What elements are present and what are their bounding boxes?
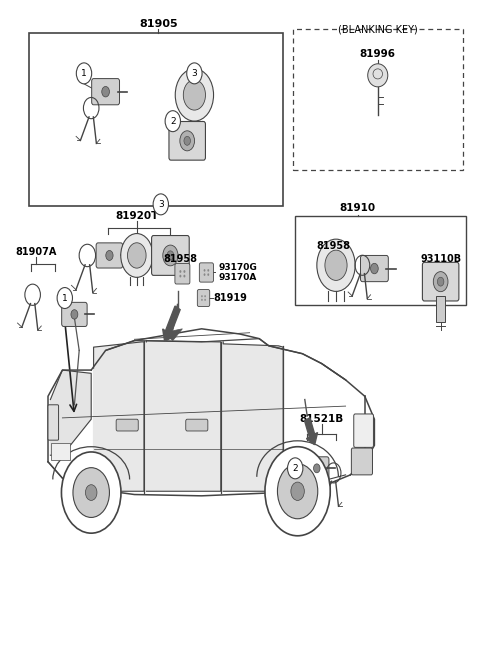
FancyArrow shape xyxy=(163,306,180,341)
Circle shape xyxy=(313,464,320,473)
Circle shape xyxy=(291,482,304,500)
Bar xyxy=(293,29,463,170)
Text: 81920T: 81920T xyxy=(115,211,158,221)
Circle shape xyxy=(317,239,355,291)
Circle shape xyxy=(204,299,206,301)
Circle shape xyxy=(207,269,209,272)
Circle shape xyxy=(371,263,378,274)
Bar xyxy=(51,443,70,460)
Text: 81910: 81910 xyxy=(339,203,376,214)
Circle shape xyxy=(183,274,185,278)
Text: 81919: 81919 xyxy=(214,293,248,303)
Polygon shape xyxy=(48,341,374,496)
Circle shape xyxy=(201,299,203,301)
FancyBboxPatch shape xyxy=(61,303,87,326)
FancyBboxPatch shape xyxy=(354,414,373,447)
Circle shape xyxy=(57,288,72,309)
FancyBboxPatch shape xyxy=(351,448,372,475)
Text: 2: 2 xyxy=(170,117,176,126)
FancyBboxPatch shape xyxy=(199,263,214,282)
Text: 3: 3 xyxy=(158,200,164,209)
Circle shape xyxy=(180,274,181,278)
FancyBboxPatch shape xyxy=(152,236,189,275)
Bar xyxy=(29,33,283,206)
Text: (BLANKING KEY): (BLANKING KEY) xyxy=(338,24,418,35)
Polygon shape xyxy=(94,342,144,491)
Text: 1: 1 xyxy=(81,69,87,78)
Circle shape xyxy=(76,63,92,84)
Text: 81996: 81996 xyxy=(360,48,396,59)
Circle shape xyxy=(183,80,205,110)
Circle shape xyxy=(207,273,209,276)
Bar xyxy=(295,216,466,305)
Circle shape xyxy=(265,447,330,536)
FancyBboxPatch shape xyxy=(48,405,59,440)
Circle shape xyxy=(183,270,185,273)
FancyBboxPatch shape xyxy=(305,457,329,480)
Circle shape xyxy=(73,468,109,517)
Polygon shape xyxy=(50,370,91,455)
Text: 93110B: 93110B xyxy=(420,253,461,264)
Circle shape xyxy=(106,250,113,261)
Circle shape xyxy=(204,273,205,276)
Polygon shape xyxy=(223,342,283,491)
Text: 81907A: 81907A xyxy=(15,247,57,257)
Circle shape xyxy=(325,250,347,280)
Circle shape xyxy=(167,251,174,260)
Circle shape xyxy=(153,194,168,215)
Circle shape xyxy=(163,245,178,266)
Text: 81958: 81958 xyxy=(317,240,350,251)
FancyBboxPatch shape xyxy=(169,122,205,160)
Circle shape xyxy=(128,243,146,268)
Text: 3: 3 xyxy=(192,69,197,78)
Circle shape xyxy=(288,458,303,479)
Text: 93170A: 93170A xyxy=(218,273,257,282)
FancyBboxPatch shape xyxy=(197,290,210,307)
Circle shape xyxy=(85,485,97,500)
Bar xyxy=(436,296,445,322)
Circle shape xyxy=(61,452,121,533)
Ellipse shape xyxy=(368,64,388,87)
Circle shape xyxy=(180,131,194,151)
Circle shape xyxy=(175,69,214,121)
Circle shape xyxy=(204,269,205,272)
Text: 1: 1 xyxy=(62,293,68,303)
Circle shape xyxy=(121,234,153,277)
Text: 93170G: 93170G xyxy=(218,263,257,272)
FancyBboxPatch shape xyxy=(186,419,208,431)
Text: 81958: 81958 xyxy=(163,253,197,264)
FancyBboxPatch shape xyxy=(175,263,190,284)
FancyBboxPatch shape xyxy=(422,263,459,301)
Circle shape xyxy=(437,277,444,286)
Circle shape xyxy=(71,310,78,319)
Circle shape xyxy=(180,270,181,273)
Polygon shape xyxy=(146,341,221,491)
Text: 81521B: 81521B xyxy=(300,414,344,424)
Circle shape xyxy=(204,295,206,297)
Circle shape xyxy=(102,86,109,97)
FancyBboxPatch shape xyxy=(92,79,120,105)
FancyBboxPatch shape xyxy=(96,243,123,268)
Text: 81905: 81905 xyxy=(139,19,178,29)
FancyBboxPatch shape xyxy=(116,419,138,431)
Circle shape xyxy=(433,272,448,291)
FancyArrow shape xyxy=(304,418,318,445)
Circle shape xyxy=(277,464,318,519)
Circle shape xyxy=(187,63,202,84)
Circle shape xyxy=(165,111,180,132)
FancyBboxPatch shape xyxy=(360,255,388,282)
Circle shape xyxy=(184,136,191,145)
Circle shape xyxy=(201,295,203,297)
Text: 2: 2 xyxy=(292,464,298,473)
Polygon shape xyxy=(163,329,182,341)
